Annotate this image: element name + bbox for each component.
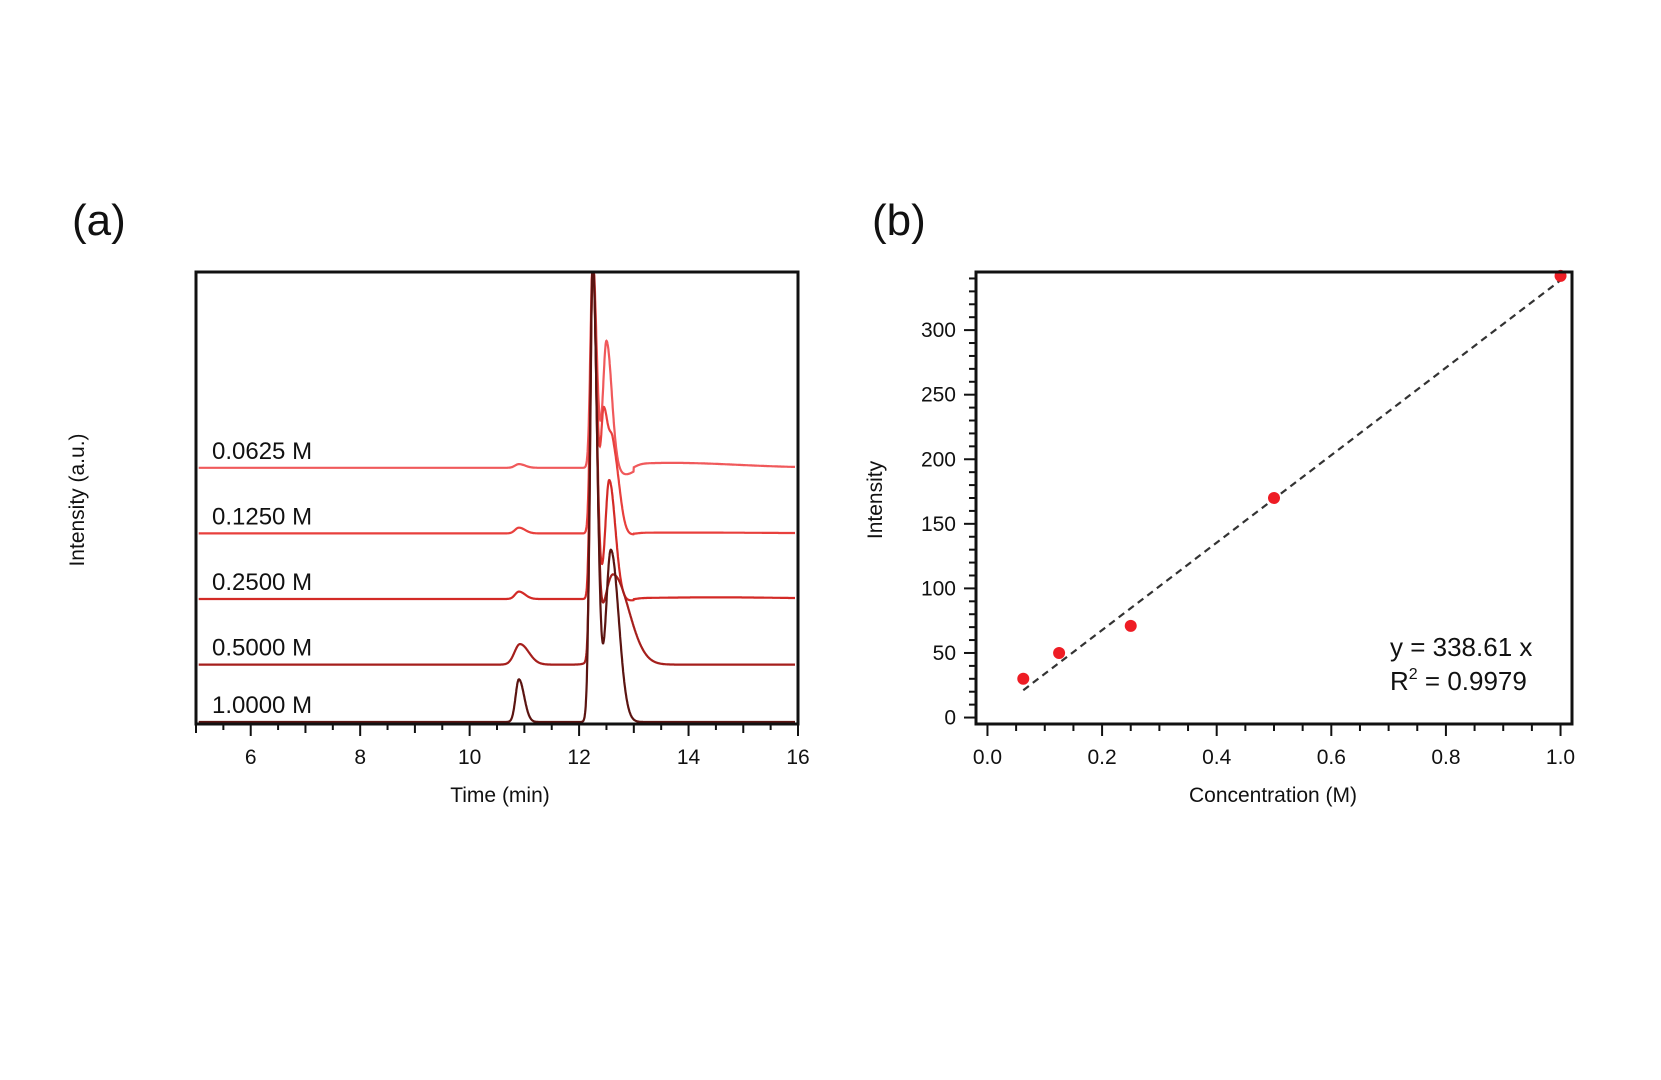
- panel-a-traces: [198, 272, 795, 724]
- panel-b-fit-line-group: [1022, 279, 1562, 692]
- y-tick-label: 150: [921, 513, 956, 536]
- panel-a-plot-frame: [194, 270, 800, 726]
- trace-line-01250: [198, 272, 795, 536]
- panel-b-data-points: [1017, 269, 1567, 685]
- panel-a-trace-labels: 0.0625 M 0.1250 M 0.2500 M 0.5000 M 1.0000 M: [212, 438, 312, 719]
- panel-a-chromatograms: (a) Intensity (a.u.) Time (min) 0.0625 M…: [66, 196, 810, 807]
- x-tick-label: 0.6: [1317, 746, 1346, 769]
- fit-equation: y = 338.61 x: [1390, 632, 1532, 662]
- trace-label: 0.2500 M: [212, 569, 312, 596]
- fit-r-squared: R2 = 0.9979: [1390, 666, 1527, 696]
- panel-a-y-axis-title: Intensity (a.u.): [66, 433, 89, 566]
- x-tick-label: 0.0: [973, 746, 1002, 769]
- panel-a-x-axis: 6 8 10 12 14 16: [195, 724, 810, 769]
- r2-superscript: 2: [1409, 666, 1418, 683]
- data-point: [1268, 492, 1280, 504]
- y-tick-label: 0: [944, 707, 956, 730]
- r2-symbol: R: [1390, 666, 1409, 696]
- y-tick-label: 250: [921, 384, 956, 407]
- data-point: [1124, 619, 1137, 632]
- panel-b-label: (b): [872, 196, 926, 245]
- x-tick-label: 10: [458, 746, 481, 769]
- panel-a-x-axis-title: Time (min): [450, 784, 550, 807]
- x-tick-label: 0.8: [1431, 746, 1460, 769]
- y-tick-label: 100: [921, 577, 956, 600]
- trace-line-00625: [198, 272, 795, 476]
- y-tick-label: 300: [921, 319, 956, 342]
- panel-b-axes: 0.0 0.2 0.4 0.6 0.8 1.0 0 50 100 150 200 250 300: [921, 277, 1575, 769]
- x-tick-label: 6: [245, 746, 257, 769]
- x-tick-label: 0.4: [1202, 746, 1232, 769]
- x-tick-label: 16: [786, 746, 809, 769]
- panel-b-x-axis-title: Concentration (M): [1189, 784, 1357, 807]
- x-tick-label: 0.2: [1087, 746, 1116, 769]
- trace-line-05000: [198, 272, 795, 666]
- x-tick-label: 14: [677, 746, 701, 769]
- trace-label: 0.1250 M: [212, 503, 312, 530]
- r2-value: = 0.9979: [1418, 666, 1527, 696]
- trace-label: 1.0000 M: [212, 692, 312, 719]
- y-tick-label: 50: [933, 642, 956, 665]
- data-point: [1017, 672, 1030, 685]
- panel-b-plot-frame: [974, 270, 1574, 726]
- panel-b-calibration: (b) Intensity Concentration (M) 0.0 0.2 0.…: [864, 196, 1575, 807]
- x-tick-label: 12: [567, 746, 590, 769]
- fit-line: [1022, 279, 1562, 692]
- trace-line-10000: [198, 272, 795, 724]
- trace-label: 0.5000 M: [212, 635, 312, 662]
- trace-label: 0.0625 M: [212, 438, 312, 465]
- x-tick-label: 1.0: [1546, 746, 1575, 769]
- y-tick-label: 200: [921, 448, 956, 471]
- trace-line-02500: [198, 272, 795, 602]
- panel-b-y-axis-title: Intensity: [864, 460, 887, 539]
- x-tick-label: 8: [354, 746, 366, 769]
- data-point: [1053, 646, 1066, 659]
- panel-a-label: (a): [72, 196, 126, 245]
